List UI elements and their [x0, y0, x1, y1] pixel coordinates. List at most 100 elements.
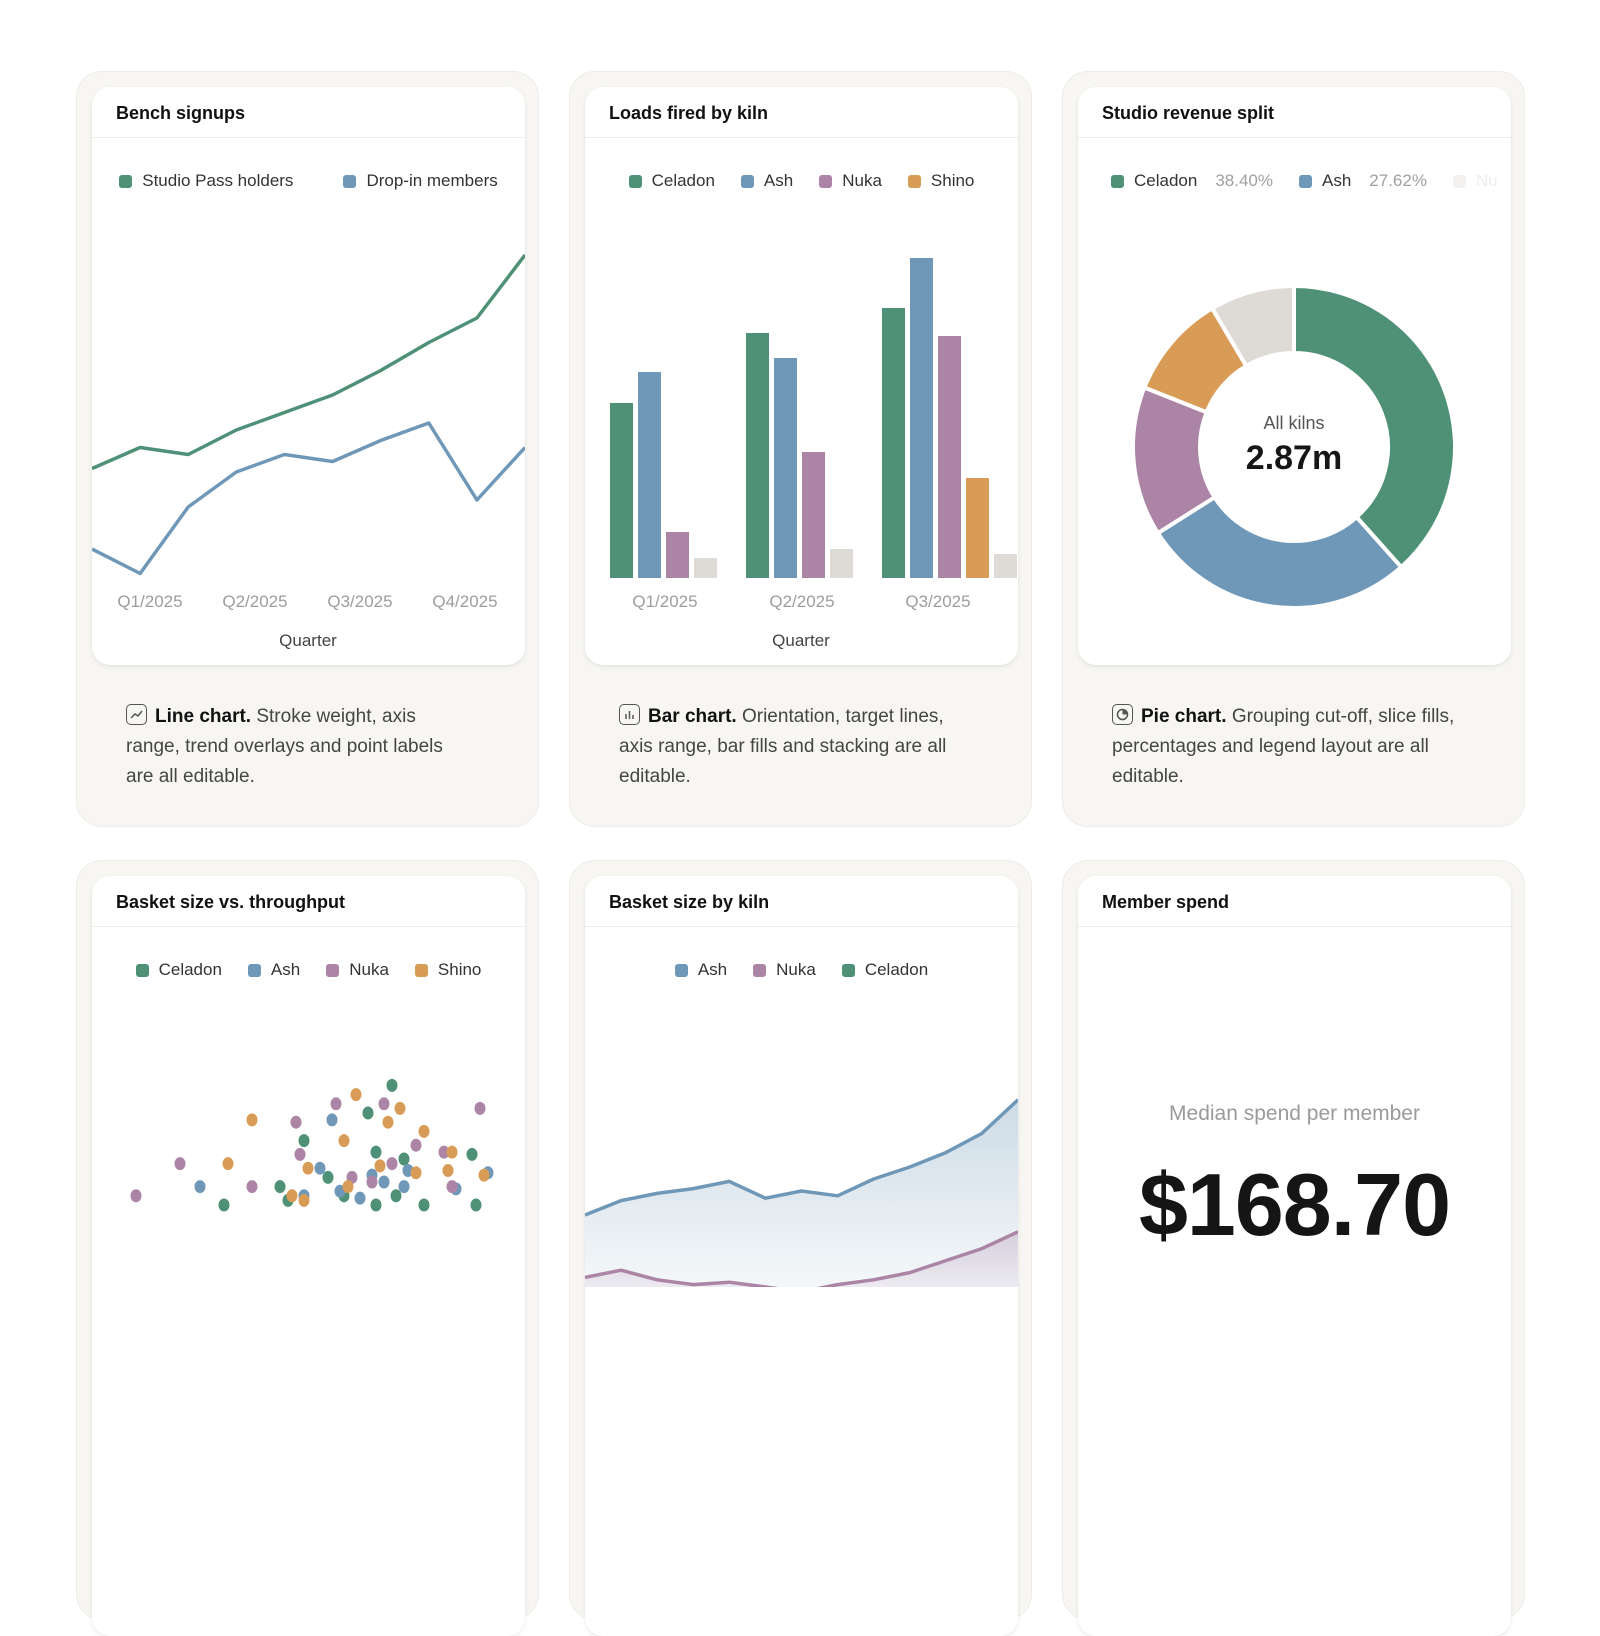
pie-slice[interactable] — [1155, 494, 1405, 610]
dashboard-grid: Bench signups Studio Pass holders Drop-i… — [76, 71, 1525, 1636]
bar[interactable] — [938, 336, 961, 578]
legend-item[interactable]: Shino — [414, 953, 481, 987]
caption-text: Stroke weight, axis range, trend overlay… — [126, 706, 443, 787]
line-chart-card[interactable]: Bench signups Studio Pass holders Drop-i… — [76, 71, 539, 827]
legend-item[interactable]: Drop-in members — [343, 164, 498, 198]
scatter-point[interactable] — [466, 1147, 478, 1161]
bar[interactable] — [774, 358, 797, 578]
scatter-point[interactable] — [374, 1159, 386, 1173]
scatter-point[interactable] — [474, 1101, 486, 1115]
legend-item[interactable]: Celadon — [628, 164, 715, 198]
scatter-point[interactable] — [342, 1180, 354, 1194]
kpi-value: $168.70 — [1138, 1155, 1451, 1254]
scatter-point[interactable] — [410, 1166, 422, 1180]
scatter-point[interactable] — [378, 1175, 390, 1189]
scatter-point[interactable] — [398, 1152, 410, 1166]
legend-item[interactable]: Nuka — [753, 953, 816, 987]
scatter-point[interactable] — [298, 1193, 310, 1207]
legend-item[interactable]: Studio Pass holders — [119, 164, 293, 198]
x-tick-label: Q3/2025 — [905, 592, 970, 611]
scatter-chart-card[interactable]: Basket size vs. throughput Celadon Ash N… — [76, 860, 539, 1636]
area-chart-card[interactable]: Basket size by kiln Ash Nuka Celadon — [569, 860, 1032, 1636]
chart-legend: Studio Pass holders Drop-in members — [92, 138, 525, 198]
scatter-point[interactable] — [362, 1106, 374, 1120]
scatter-point[interactable] — [330, 1097, 342, 1111]
scatter-point[interactable] — [386, 1078, 398, 1092]
scatter-point[interactable] — [438, 1145, 450, 1159]
bar[interactable] — [638, 372, 661, 578]
scatter-point[interactable] — [398, 1180, 410, 1194]
legend-item[interactable]: Nuka — [819, 164, 882, 198]
legend-item[interactable]: Ash — [247, 953, 300, 987]
scatter-point[interactable] — [418, 1124, 430, 1138]
legend-item[interactable]: Shino — [907, 164, 974, 198]
bar[interactable] — [694, 558, 717, 578]
scatter-point[interactable] — [418, 1198, 430, 1212]
scatter-point[interactable] — [218, 1198, 230, 1212]
legend-item[interactable]: Celadon — [135, 953, 222, 987]
scatter-point[interactable] — [294, 1147, 306, 1161]
scatter-point[interactable] — [274, 1180, 286, 1194]
legend-item[interactable]: Celadon 38.40% — [1111, 164, 1273, 198]
scatter-point[interactable] — [322, 1170, 334, 1184]
scatter-point[interactable] — [350, 1088, 362, 1102]
scatter-point[interactable] — [442, 1164, 454, 1177]
scatter-point[interactable] — [366, 1175, 378, 1189]
bar[interactable] — [882, 308, 905, 578]
scatter-point[interactable] — [290, 1115, 302, 1129]
scatter-point[interactable] — [298, 1134, 310, 1148]
x-tick-label: Q1/2025 — [632, 592, 697, 611]
scatter-point[interactable] — [302, 1161, 314, 1175]
scatter-point[interactable] — [470, 1198, 482, 1212]
bar[interactable] — [666, 532, 689, 578]
pie-slice[interactable] — [1292, 283, 1458, 570]
legend-item[interactable]: Ash — [740, 164, 793, 198]
legend-item[interactable]: Celadon — [841, 953, 928, 987]
scatter-point[interactable] — [370, 1145, 382, 1159]
scatter-chart-panel: Basket size vs. throughput Celadon Ash N… — [92, 876, 525, 1636]
bar[interactable] — [910, 258, 933, 578]
legend-item[interactable]: Nu — [1452, 164, 1498, 198]
scatter-point[interactable] — [410, 1138, 422, 1152]
series-line[interactable] — [92, 253, 525, 471]
chart-title: Loads fired by kiln — [585, 87, 1018, 138]
scatter-point[interactable] — [354, 1191, 366, 1205]
pie-chart-card[interactable]: Studio revenue split Celadon 38.40% Ash … — [1062, 71, 1525, 827]
bar[interactable] — [994, 554, 1017, 578]
scatter-point[interactable] — [390, 1189, 402, 1203]
scatter-point[interactable] — [222, 1157, 234, 1171]
kpi-card[interactable]: Member spend Median spend per member $16… — [1062, 860, 1525, 1636]
scatter-point[interactable] — [130, 1189, 142, 1203]
bar-chart-card[interactable]: Loads fired by kiln Celadon Ash Nuka Shi… — [569, 71, 1032, 827]
scatter-point[interactable] — [246, 1180, 258, 1194]
bar[interactable] — [610, 403, 633, 578]
legend-swatch — [119, 174, 133, 188]
bar[interactable] — [746, 333, 769, 578]
scatter-point[interactable] — [194, 1180, 206, 1194]
scatter-point[interactable] — [446, 1145, 458, 1159]
legend-label: Celadon — [158, 960, 222, 979]
legend-item[interactable]: Nuka — [326, 953, 389, 987]
scatter-point[interactable] — [314, 1161, 326, 1175]
bar[interactable] — [802, 452, 825, 578]
scatter-point[interactable] — [370, 1198, 382, 1212]
legend-item[interactable]: Ash 27.62% — [1299, 164, 1427, 198]
scatter-point[interactable] — [446, 1180, 458, 1194]
scatter-point[interactable] — [382, 1115, 394, 1129]
series-line[interactable] — [92, 421, 525, 576]
bar[interactable] — [966, 478, 989, 578]
scatter-point[interactable] — [386, 1157, 398, 1171]
scatter-point[interactable] — [378, 1097, 390, 1111]
scatter-point[interactable] — [326, 1113, 338, 1127]
scatter-point[interactable] — [174, 1157, 186, 1171]
area-line[interactable] — [585, 1098, 1018, 1217]
scatter-point[interactable] — [478, 1168, 490, 1182]
scatter-point[interactable] — [338, 1134, 350, 1148]
scatter-point[interactable] — [246, 1113, 258, 1127]
scatter-point[interactable] — [286, 1189, 298, 1203]
bar[interactable] — [830, 549, 853, 578]
x-axis-label: Quarter — [772, 631, 830, 650]
scatter-point[interactable] — [394, 1101, 406, 1115]
legend-item[interactable]: Ash — [674, 953, 727, 987]
pie-slice[interactable] — [1209, 283, 1296, 369]
